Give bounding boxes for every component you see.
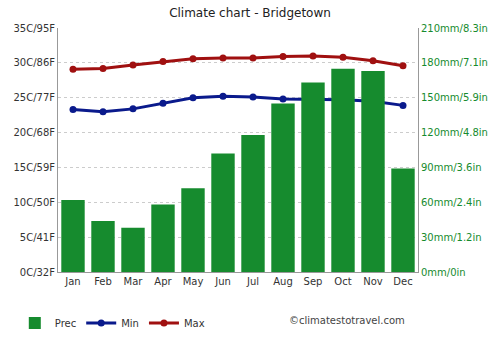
- svg-text:Prec: Prec: [55, 318, 76, 329]
- svg-text:60mm/2.4in: 60mm/2.4in: [421, 197, 482, 208]
- svg-text:150mm/5.9in: 150mm/5.9in: [421, 92, 488, 103]
- svg-text:180mm/7.1in: 180mm/7.1in: [421, 57, 488, 68]
- svg-text:Min: Min: [121, 318, 139, 329]
- svg-text:Feb: Feb: [94, 276, 112, 287]
- svg-text:90mm/3.6in: 90mm/3.6in: [421, 162, 482, 173]
- svg-text:Apr: Apr: [154, 276, 172, 287]
- svg-text:30C/86F: 30C/86F: [13, 57, 55, 68]
- svg-text:Oct: Oct: [334, 276, 351, 287]
- svg-text:Sep: Sep: [304, 276, 323, 287]
- svg-text:Jun: Jun: [214, 276, 231, 287]
- svg-text:Max: Max: [184, 318, 205, 329]
- svg-text:Jul: Jul: [246, 276, 259, 287]
- svg-text:May: May: [183, 276, 204, 287]
- svg-text:Aug: Aug: [273, 276, 293, 287]
- svg-text:15C/59F: 15C/59F: [13, 162, 55, 173]
- svg-text:210mm/8.3in: 210mm/8.3in: [421, 23, 488, 34]
- svg-text:35C/95F: 35C/95F: [13, 23, 55, 34]
- svg-text:0C/32F: 0C/32F: [20, 267, 55, 278]
- svg-text:Nov: Nov: [363, 276, 383, 287]
- svg-text:5C/41F: 5C/41F: [20, 232, 55, 243]
- svg-text:25C/77F: 25C/77F: [13, 92, 55, 103]
- svg-text:Dec: Dec: [393, 276, 412, 287]
- svg-text:30mm/1.2in: 30mm/1.2in: [421, 232, 482, 243]
- svg-text:20C/68F: 20C/68F: [13, 127, 55, 138]
- svg-text:120mm/4.8in: 120mm/4.8in: [421, 127, 488, 138]
- svg-text:Climate chart - Bridgetown: Climate chart - Bridgetown: [169, 6, 331, 20]
- svg-text:Jan: Jan: [64, 276, 80, 287]
- svg-text:0mm/0in: 0mm/0in: [421, 267, 466, 278]
- svg-text:10C/50F: 10C/50F: [13, 197, 55, 208]
- svg-text:Mar: Mar: [124, 276, 144, 287]
- svg-text:©climatestotravel.com: ©climatestotravel.com: [289, 315, 405, 326]
